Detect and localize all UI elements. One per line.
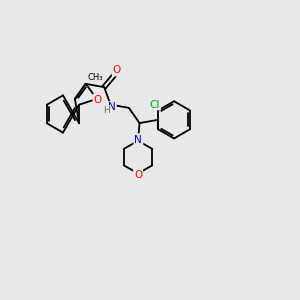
Text: CH₃: CH₃ — [87, 73, 103, 82]
Text: Cl: Cl — [150, 100, 160, 110]
Text: N: N — [134, 134, 142, 145]
Text: N: N — [108, 102, 116, 112]
Text: O: O — [134, 170, 142, 180]
Text: O: O — [112, 65, 121, 76]
Text: N: N — [135, 134, 142, 144]
Text: O: O — [93, 94, 101, 105]
Text: H: H — [103, 106, 110, 115]
